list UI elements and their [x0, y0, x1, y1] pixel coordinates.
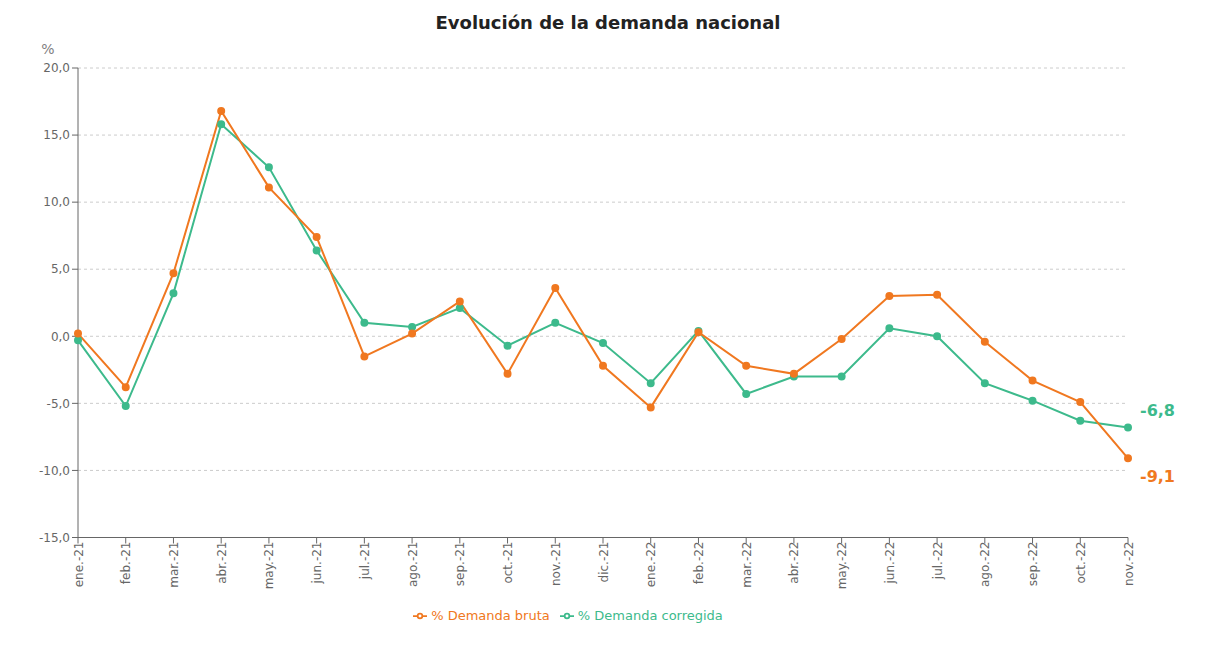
svg-text:jul.-22: jul.-22 [931, 542, 945, 581]
svg-text:sep.-22: sep.-22 [1026, 541, 1040, 586]
svg-text:jun.-21: jun.-21 [310, 542, 324, 585]
html-text:% Demanda corregida: % Demanda corregida [577, 607, 723, 623]
svg-text:jun.-22: jun.-22 [883, 542, 897, 585]
html-text:% Demanda bruta: % Demanda bruta [431, 607, 550, 623]
svg-text:feb.-21: feb.-21 [119, 542, 133, 585]
svg-text:nov.-22: nov.-22 [1122, 542, 1136, 587]
svg-text:mar.-22: mar.-22 [740, 542, 754, 588]
svg-text:-6,8: -6,8 [1140, 401, 1175, 420]
svg-text:%: % [41, 41, 54, 57]
svg-text:-10,0: -10,0 [39, 464, 70, 478]
svg-text:5,0: 5,0 [51, 262, 70, 276]
svg-text:-15,0: -15,0 [39, 531, 70, 545]
svg-text:may.-21: may.-21 [262, 542, 276, 590]
svg-text:0,0: 0,0 [51, 330, 70, 344]
svg-text:feb.-22: feb.-22 [692, 542, 706, 585]
svg-text:-9,1: -9,1 [1140, 467, 1175, 486]
svg-text:sep.-21: sep.-21 [453, 542, 467, 587]
svg-text:ene.-22: ene.-22 [644, 542, 658, 588]
svg-text:15,0: 15,0 [43, 128, 70, 142]
svg-text:20,0: 20,0 [43, 61, 70, 75]
svg-text:mar.-21: mar.-21 [167, 542, 181, 588]
svg-text:10,0: 10,0 [43, 195, 70, 209]
svg-text:oct.-21: oct.-21 [501, 542, 515, 584]
svg-text:dic.-21: dic.-21 [597, 542, 611, 583]
svg-text:may.-22: may.-22 [835, 542, 849, 590]
html-text:Evolución de la demanda nacion: Evolución de la demanda nacional [435, 12, 781, 33]
svg-text:ago.-22: ago.-22 [978, 542, 992, 588]
svg-text:abr.-22: abr.-22 [787, 542, 801, 584]
svg-text:jul.-21: jul.-21 [358, 542, 372, 581]
svg-text:abr.-21: abr.-21 [215, 542, 229, 584]
svg-text:ene.-21: ene.-21 [72, 542, 86, 588]
svg-text:oct.-22: oct.-22 [1074, 542, 1088, 584]
svg-text:-5,0: -5,0 [47, 397, 70, 411]
svg-text:nov.-21: nov.-21 [549, 542, 563, 587]
svg-text:ago.-21: ago.-21 [406, 542, 420, 588]
